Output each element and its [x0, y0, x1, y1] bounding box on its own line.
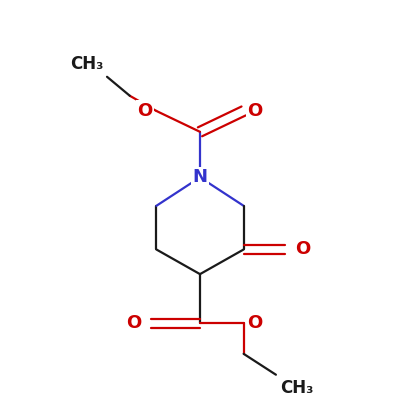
- Text: CH₃: CH₃: [280, 378, 313, 396]
- Text: O: O: [248, 102, 263, 120]
- Text: N: N: [192, 168, 208, 186]
- Text: O: O: [248, 314, 263, 332]
- Text: O: O: [137, 102, 152, 120]
- Text: O: O: [295, 240, 310, 258]
- Text: O: O: [126, 314, 141, 332]
- Text: CH₃: CH₃: [70, 55, 103, 73]
